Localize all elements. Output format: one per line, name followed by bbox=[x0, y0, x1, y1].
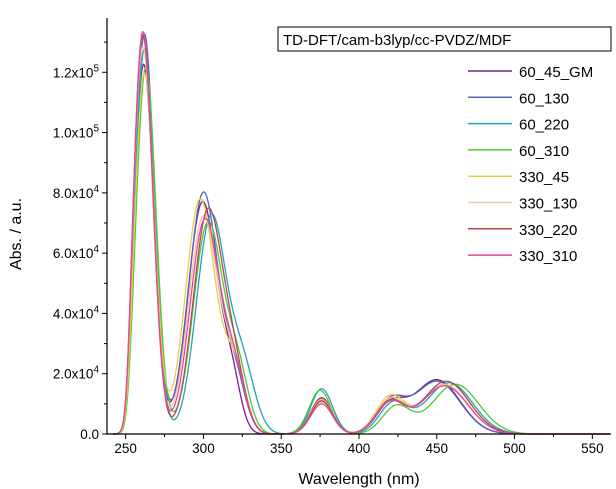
y-tick-label: 1.2x105 bbox=[53, 63, 100, 80]
legend-label-330_130: 330_130 bbox=[519, 196, 577, 213]
x-tick-label: 550 bbox=[581, 441, 604, 456]
y-tick-label: 2.0x104 bbox=[53, 365, 100, 382]
plot-area bbox=[113, 30, 610, 435]
legend: TD-DFT/cam-b3lyp/cc-PVDZ/MDF 60_45_GM 60_… bbox=[277, 26, 612, 271]
legend-label-60_310: 60_310 bbox=[519, 143, 569, 160]
title-box bbox=[277, 26, 612, 52]
legend-label-60_220: 60_220 bbox=[519, 117, 569, 134]
x-tick-label: 250 bbox=[114, 441, 137, 456]
axes: 250 300 350 400 450 500 550 0.0 2.0x104 4.0x104 6.… bbox=[53, 18, 611, 456]
x-tick-label: 350 bbox=[270, 441, 293, 456]
x-tick-label: 400 bbox=[348, 441, 371, 456]
legend-background bbox=[461, 58, 611, 271]
y-tick-label: 6.0x104 bbox=[53, 244, 100, 261]
x-tick-label: 450 bbox=[426, 441, 449, 456]
x-tick-label: 500 bbox=[503, 441, 526, 456]
legend-label-60_45_GM: 60_45_GM bbox=[519, 64, 593, 81]
y-tick-label: 8.0x104 bbox=[53, 184, 100, 201]
legend-label-330_220: 330_220 bbox=[519, 222, 577, 239]
legend-label-60_130: 60_130 bbox=[519, 90, 569, 107]
y-tick-label: 0.0 bbox=[80, 427, 99, 442]
legend-label-330_45: 330_45 bbox=[519, 169, 569, 186]
y-tick-label: 4.0x104 bbox=[53, 304, 100, 321]
y-axis-title: Abs. / a.u. bbox=[8, 198, 25, 270]
x-axis-title: Wavelength (nm) bbox=[298, 471, 419, 488]
y-tick-label: 1.0x105 bbox=[53, 124, 100, 141]
chart-title: TD-DFT/cam-b3lyp/cc-PVDZ/MDF bbox=[283, 32, 511, 49]
legend-label-330_310: 330_310 bbox=[519, 248, 577, 265]
x-tick-label: 300 bbox=[192, 441, 215, 456]
